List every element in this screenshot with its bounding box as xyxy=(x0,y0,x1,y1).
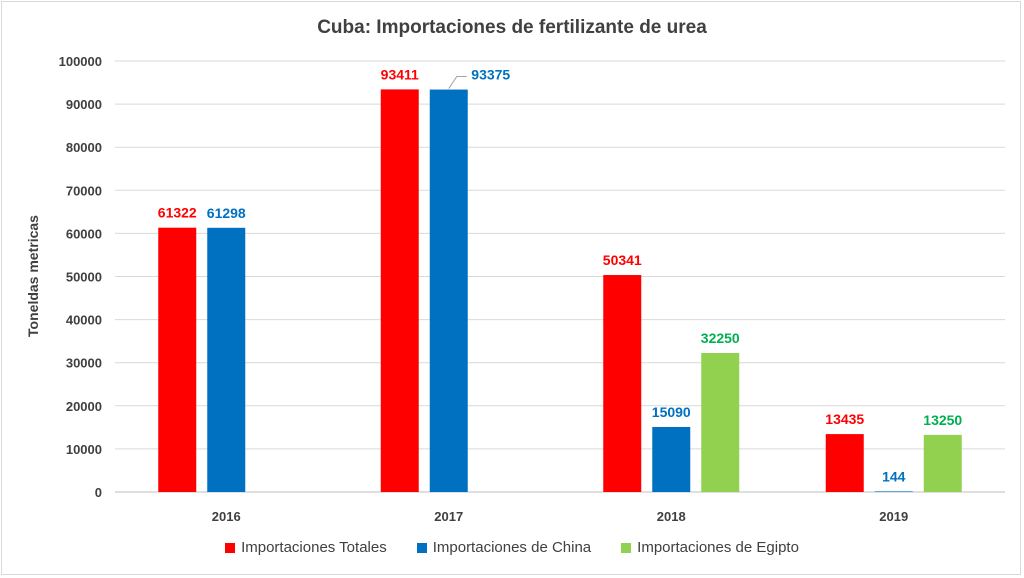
y-tick-label: 10000 xyxy=(66,442,102,457)
legend-item-china: Importaciones de China xyxy=(416,539,592,556)
data-label: 93411 xyxy=(381,66,419,82)
bar xyxy=(158,227,197,492)
data-label: 32250 xyxy=(701,330,740,346)
legend-swatch-egipto xyxy=(621,542,632,553)
y-tick-label: 80000 xyxy=(66,140,102,155)
data-label: 61298 xyxy=(207,205,246,221)
bar xyxy=(652,426,691,492)
chart-title: Cuba: Importaciones de fertilizante de u… xyxy=(317,17,707,38)
bar xyxy=(874,491,913,492)
bar xyxy=(825,434,864,492)
legend: Importaciones Totales Importaciones de C… xyxy=(0,539,1024,556)
x-tick-label: 2018 xyxy=(657,509,686,524)
y-tick-label: 90000 xyxy=(66,97,102,112)
x-tick-label: 2017 xyxy=(434,509,463,524)
legend-item-totales: Importaciones Totales xyxy=(225,539,387,556)
data-label: 93375 xyxy=(471,67,510,83)
y-tick-label: 40000 xyxy=(66,313,102,328)
y-tick-label: 100000 xyxy=(59,54,102,69)
y-tick-label: 70000 xyxy=(66,183,102,198)
x-tick-label: 2019 xyxy=(879,509,908,524)
bar xyxy=(429,89,468,493)
data-label: 15090 xyxy=(652,404,691,420)
data-label: 13250 xyxy=(923,412,962,428)
legend-item-egipto: Importaciones de Egipto xyxy=(621,539,799,556)
y-tick-label: 20000 xyxy=(66,399,102,414)
y-tick-label: 50000 xyxy=(66,270,102,285)
data-label: 144 xyxy=(882,468,906,484)
bar xyxy=(923,434,962,492)
y-tick-label: 0 xyxy=(95,485,102,500)
data-label: 13435 xyxy=(825,411,864,427)
leader-line xyxy=(448,76,467,89)
x-tick-label: 2016 xyxy=(212,509,241,524)
y-tick-label: 30000 xyxy=(66,356,102,371)
y-tick-label: 60000 xyxy=(66,226,102,241)
legend-label-egipto: Importaciones de Egipto xyxy=(637,539,799,556)
legend-swatch-china xyxy=(416,542,427,553)
legend-swatch-totales xyxy=(225,542,236,553)
legend-label-china: Importaciones de China xyxy=(432,539,592,556)
bar xyxy=(701,353,740,492)
legend-label-totales: Importaciones Totales xyxy=(241,539,387,556)
bar xyxy=(603,275,642,492)
data-label: 50341 xyxy=(603,252,642,268)
bar xyxy=(380,89,419,492)
data-label: 61322 xyxy=(158,205,197,221)
bar xyxy=(207,227,246,493)
